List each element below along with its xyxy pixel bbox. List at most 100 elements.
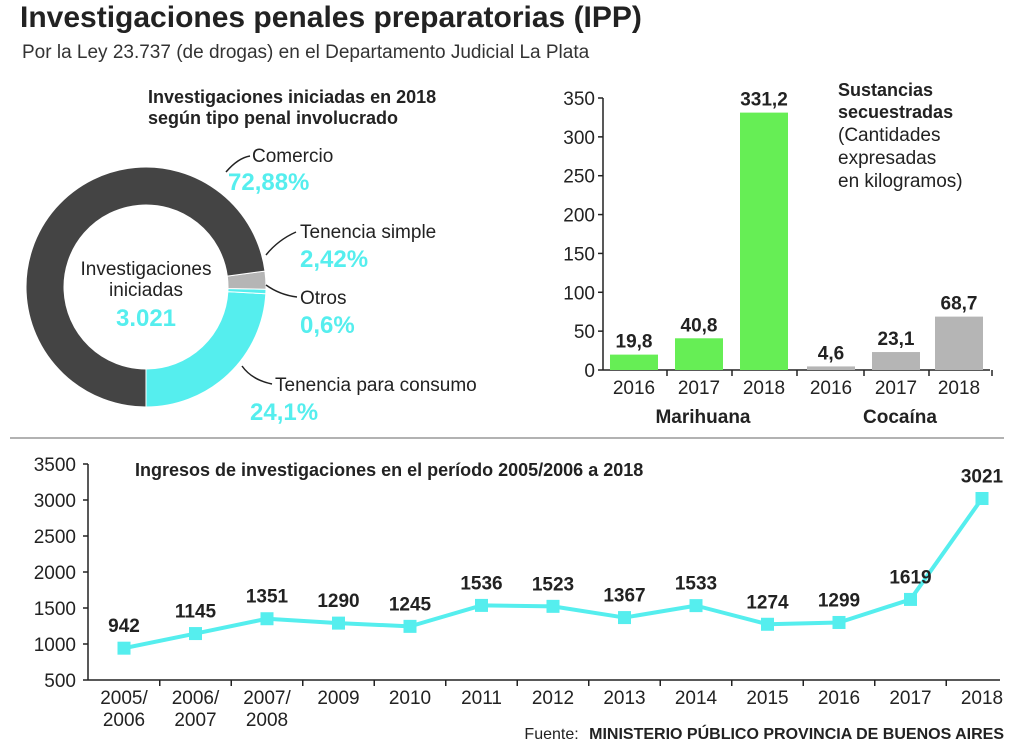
line-y-tick-label: 3000	[34, 491, 76, 512]
bar-y-tick-label: 350	[563, 89, 595, 110]
donut-center-value: 3.021	[116, 305, 176, 332]
bar-x-tick-label: 2016	[613, 378, 655, 399]
slice-value: 2,42%	[300, 246, 368, 273]
leader-otros	[265, 284, 298, 298]
line-point	[260, 612, 274, 626]
bar-title-line1: Sustancias	[838, 80, 933, 100]
bar	[807, 366, 855, 370]
bar-value-label: 23,1	[878, 329, 915, 350]
line-series	[123, 497, 984, 651]
line-x-tick-label: 2018	[961, 688, 1003, 709]
line-point	[904, 592, 917, 606]
line-point-label: 1533	[675, 574, 717, 595]
source-note: Fuente: MINISTERIO PÚBLICO PROVINCIA DE …	[524, 724, 1004, 743]
line-x-tick-label: 2017	[889, 688, 931, 709]
line-x-tick-label: 2010	[389, 688, 431, 709]
slice-value: 72,88%	[228, 169, 309, 196]
bar-value-label: 40,8	[681, 315, 718, 336]
line-point	[761, 617, 774, 631]
line-x-tick-label: 2011	[461, 688, 502, 709]
line-y-tick-label: 1000	[34, 635, 76, 656]
line-point	[189, 627, 202, 641]
line-point-label: 1619	[889, 567, 931, 588]
bar-y-tick-label: 150	[563, 244, 595, 265]
line-x-tick-label: 2007	[174, 710, 216, 731]
line-point	[332, 616, 345, 630]
line-point-label: 1290	[317, 591, 359, 612]
line-marks: 942 1145 1351 1290 1245 1536 1523 1367 1533 1274 1…	[108, 466, 1004, 655]
bar-chart: Sustancias secuestradas (Cantidades expr…	[563, 80, 993, 428]
bar-title-line2: secuestradas	[838, 102, 953, 122]
line-point-label: 1351	[246, 587, 289, 608]
bar-y-tick-label: 0	[584, 361, 595, 382]
bar-note-line3: en kilogramos)	[838, 171, 963, 192]
bar-x-tick-label: 2018	[938, 378, 980, 399]
line-x-tick-label: 2013	[603, 688, 645, 709]
line-x-tick-label: 2009	[317, 688, 359, 709]
line-x-tick-label: 2006/	[172, 688, 220, 709]
bar-x-tick-label: 2018	[743, 378, 785, 399]
group-label-cocaina: Cocaína	[863, 407, 937, 428]
line-x-tick-label: 2005/	[100, 688, 148, 709]
line-y-tick-label: 500	[44, 671, 76, 692]
line-title: Ingresos de investigaciones en el períod…	[135, 460, 643, 480]
bar	[872, 352, 920, 370]
bar-value-label: 4,6	[818, 343, 844, 364]
bar	[935, 316, 983, 370]
line-point-label: 1367	[603, 586, 645, 607]
line-point	[618, 611, 631, 625]
bar	[675, 338, 723, 370]
line-point	[403, 619, 417, 633]
line-y-tick-label: 2500	[34, 527, 76, 548]
line-point-label: 1299	[818, 590, 860, 611]
slice-label: Tenencia simple	[300, 222, 436, 243]
line-chart: Ingresos de investigaciones en el períod…	[34, 455, 1004, 731]
bar-x-tick-label: 2017	[875, 378, 917, 399]
line-x-tick-label: 2015	[746, 688, 788, 709]
line-y-tick-label: 3500	[34, 455, 76, 476]
bar-y-tick-label: 200	[563, 206, 595, 227]
source-prefix: Fuente:	[524, 726, 578, 743]
line-point-label: 1536	[460, 573, 502, 594]
donut-slice	[25, 166, 266, 408]
donut-title-line2: según tipo penal involucrado	[148, 108, 398, 128]
line-point-label: 1523	[532, 574, 574, 595]
bar-value-label: 331,2	[740, 90, 788, 111]
line-point	[117, 641, 131, 655]
leader-comercio	[225, 155, 251, 173]
leader-tenencia-simple	[265, 231, 297, 256]
slice-value: 24,1%	[250, 399, 318, 426]
donut-title-line1: Investigaciones iniciadas en 2018	[148, 87, 436, 107]
bar	[610, 354, 658, 370]
bar-value-label: 68,7	[941, 294, 978, 315]
line-point	[689, 599, 703, 613]
slice-label: Comercio	[252, 146, 333, 167]
line-point	[475, 598, 488, 612]
line-point-label: 1145	[175, 602, 217, 623]
bar-y-tick-label: 100	[563, 283, 595, 304]
bar-value-label: 19,8	[616, 332, 653, 353]
donut-center-line2: iniciadas	[109, 280, 183, 301]
line-point-label: 3021	[961, 466, 1004, 487]
line-point	[546, 599, 560, 613]
bar-y-tick-label: 250	[563, 167, 595, 188]
bar-marks: 19,8 2016 40,8 2017 331,2 2018 4,6 2016 23,1 2017…	[610, 90, 983, 399]
bar-note-line2: expresadas	[838, 148, 936, 169]
line-x-tick-label: 2012	[532, 688, 574, 709]
page-title: Investigaciones penales preparatorias (I…	[20, 1, 642, 34]
donut-chart: Investigaciones iniciadas en 2018 según …	[25, 87, 477, 426]
bar-y-tick-label: 50	[574, 322, 595, 343]
line-x-tick-label: 2016	[818, 688, 860, 709]
bar	[740, 112, 788, 370]
line-axis: 500 1000 1500 2000 2500 3000 3500 2005/2006 2006…	[34, 455, 1003, 731]
source-name: MINISTERIO PÚBLICO PROVINCIA DE BUENOS A…	[589, 724, 1004, 743]
line-y-tick-label: 2000	[34, 563, 76, 584]
line-point-label: 942	[108, 616, 140, 637]
bar-note-line1: (Cantidades	[838, 125, 940, 146]
page-subtitle: Por la Ley 23.737 (de drogas) en el Depa…	[22, 42, 590, 63]
donut-slices	[25, 166, 267, 408]
donut-center-line1: Investigaciones	[81, 259, 212, 280]
slice-label: Otros	[300, 288, 346, 309]
line-point	[832, 615, 846, 629]
